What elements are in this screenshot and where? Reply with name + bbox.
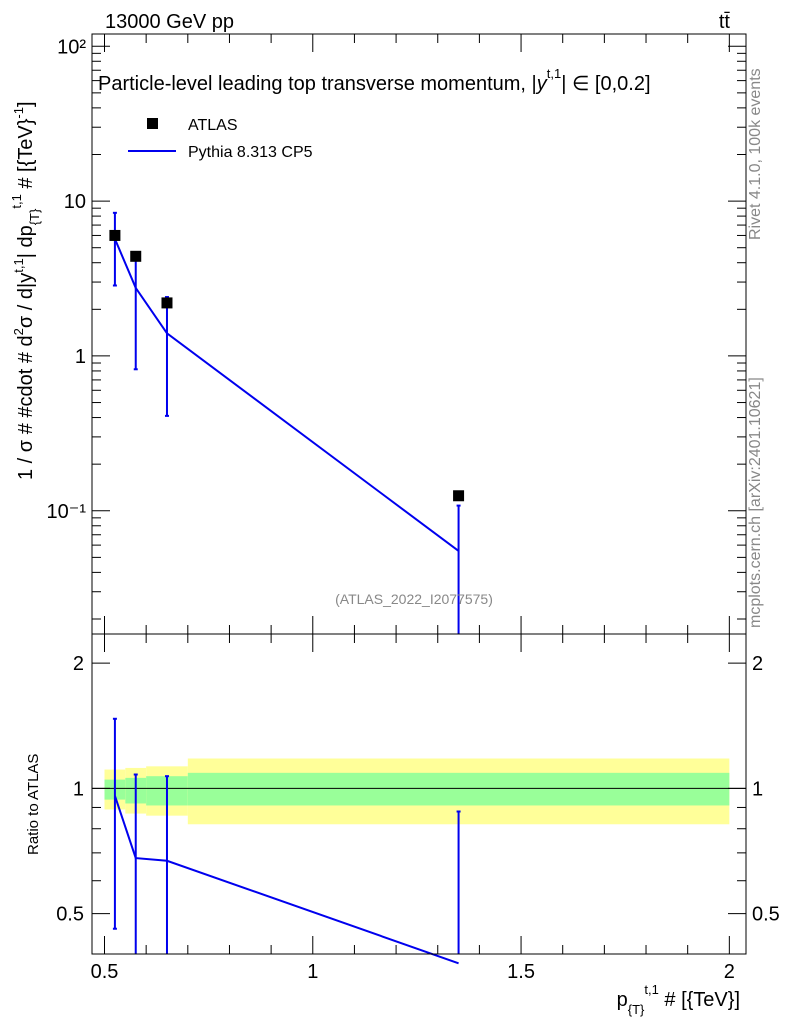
- ratio-pythia-line: [113, 795, 459, 965]
- main-y-tick-label: 10⁻¹: [47, 501, 87, 523]
- x-tick-label: 0.5: [91, 961, 119, 983]
- legend-pythia-label: Pythia 8.313 CP5: [188, 144, 313, 161]
- atlas-point: [453, 490, 465, 502]
- ratio-frame: [91, 633, 747, 955]
- ratio-y-tick-label-right: 0.5: [752, 904, 780, 926]
- legend: ATLAS Pythia 8.313 CP5: [128, 117, 313, 161]
- ratio-y-axis-label: Ratio to ATLAS: [25, 754, 42, 855]
- x-tick-label: 2: [724, 961, 735, 983]
- ratio-panel: [104, 758, 730, 825]
- legend-atlas-marker: [147, 118, 158, 129]
- main-y-tick-label: 10: [64, 191, 86, 213]
- pythia-line: [113, 238, 460, 552]
- rivet-label: Rivet 4.1.0, 100k events: [747, 68, 764, 240]
- ratio-inner-band: [187, 772, 730, 806]
- ratio-y-tick-label: 1: [73, 778, 84, 800]
- analysis-watermark: (ATLAS_2022_I2077575): [335, 591, 493, 607]
- main-y-tick-label: 1: [75, 346, 86, 368]
- legend-atlas-label: ATLAS: [188, 117, 238, 134]
- main-plot-content: [109, 211, 465, 634]
- ratio-y-tick-label-right: 1: [752, 778, 763, 800]
- ratio-y-tick-label: 0.5: [56, 904, 84, 926]
- x-axis-label: p{T}t,1 # [{TeV}]: [617, 982, 740, 1017]
- mcplots-label: mcplots.cern.ch [arXiv:2401.10621]: [747, 377, 764, 628]
- main-y-tick-label: 10²: [57, 36, 86, 58]
- atlas-point: [161, 297, 173, 309]
- x-tick-label: 1.5: [507, 961, 535, 983]
- chart-title: Particle-level leading top transverse mo…: [98, 66, 651, 95]
- ratio-y-tick-label: 2: [73, 653, 84, 675]
- atlas-point: [109, 229, 121, 241]
- main-y-axis-label: 1 / σ # #cdot # d2σ / d|yt,1| dp{T}t,1 #…: [9, 101, 42, 480]
- x-tick-label: 1: [307, 961, 318, 983]
- ratio-y-tick-label-right: 2: [752, 653, 763, 675]
- header-right-label: tt̄: [719, 11, 731, 33]
- atlas-point: [130, 250, 142, 262]
- header-left-label: 13000 GeV pp: [105, 11, 234, 33]
- main-panel: 10² 10 1 10⁻¹: [47, 34, 746, 634]
